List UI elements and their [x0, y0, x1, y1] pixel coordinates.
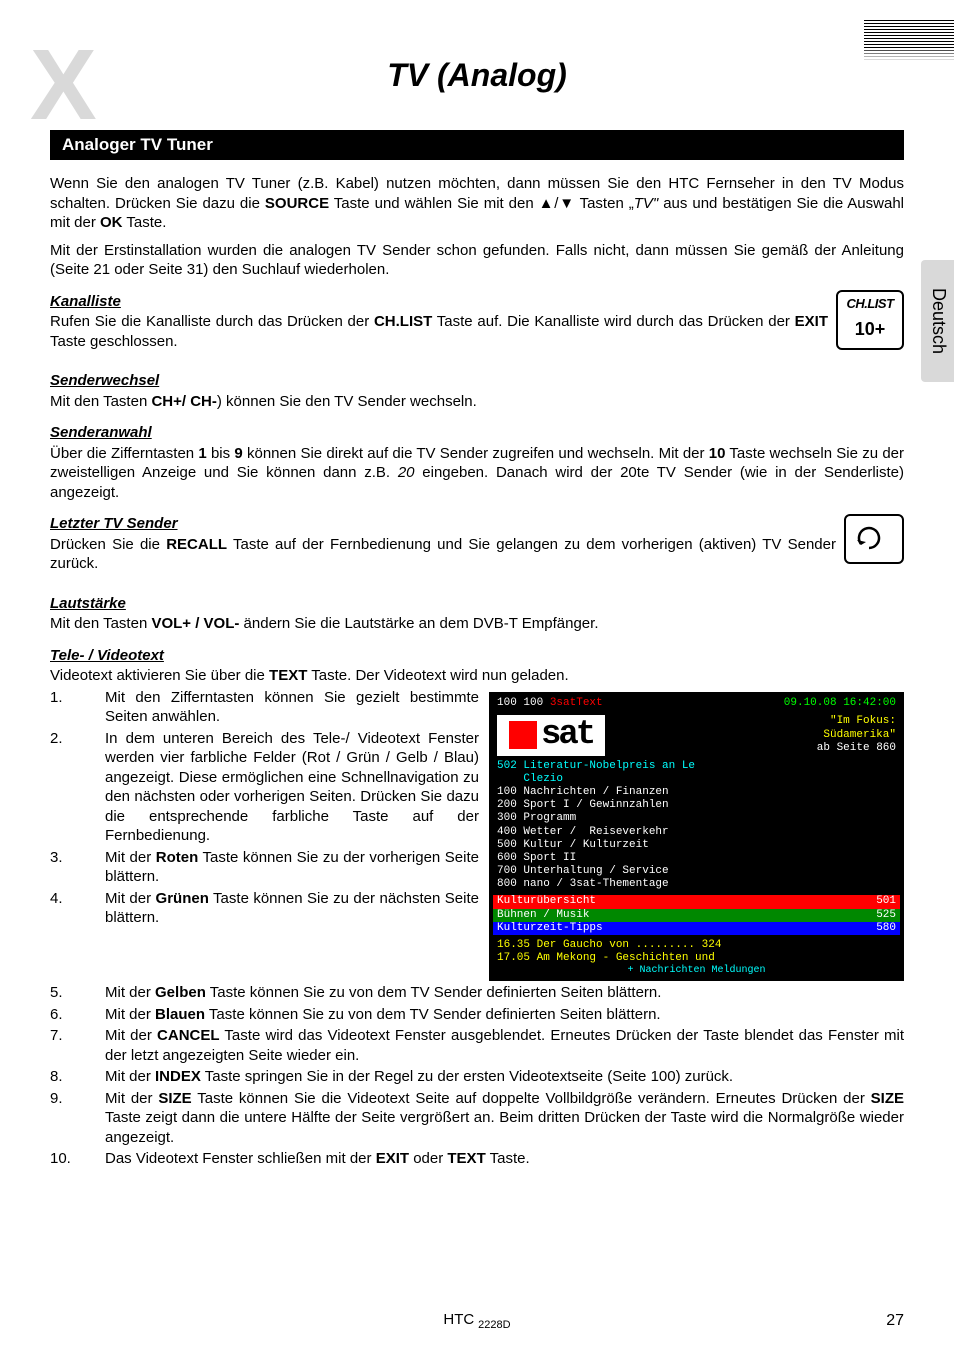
list-item: 6.Mit der Blauen Taste können Sie zu von…	[50, 1005, 904, 1025]
vt-top-right: 09.10.08 16:42:00	[784, 697, 896, 710]
list-item: 10.Das Videotext Fenster schließen mit d…	[50, 1149, 904, 1169]
decor-lines	[864, 20, 954, 140]
chlist-button-box: CH.LIST 10+	[836, 290, 904, 350]
senderwechsel-heading: Senderwechsel	[50, 371, 904, 391]
page-title: TV (Analog)	[50, 40, 904, 97]
list-item: 1.Mit den Zifferntasten können Sie gezie…	[50, 688, 479, 727]
kanalliste-text: Rufen Sie die Kanalliste durch das Drück…	[50, 312, 904, 351]
list-item: 8.Mit der INDEX Taste springen Sie in de…	[50, 1067, 904, 1087]
list-item: 7.Mit der CANCEL Taste wird das Videotex…	[50, 1026, 904, 1065]
senderwechsel-text: Mit den Tasten CH+/ CH-) können Sie den …	[50, 392, 904, 412]
list-item: 5.Mit der Gelben Taste können Sie zu von…	[50, 983, 904, 1003]
videotext-list-lower: 5.Mit der Gelben Taste können Sie zu von…	[50, 983, 904, 1169]
kanalliste-heading: Kanalliste	[50, 292, 904, 312]
letzter-text: Drücken Sie die RECALL Taste auf der Fer…	[50, 535, 904, 574]
language-tab: Deutsch	[921, 260, 954, 382]
page-header: X TV (Analog)	[50, 40, 904, 120]
chlist-label: CH.LIST	[838, 292, 902, 315]
videotext-intro: Videotext aktivieren Sie über die TEXT T…	[50, 666, 904, 686]
letzter-heading: Letzter TV Sender	[50, 514, 904, 534]
videotext-list-upper: 1.Mit den Zifferntasten können Sie gezie…	[50, 688, 479, 930]
lautstaerke-text: Mit den Tasten VOL+ / VOL- ändern Sie di…	[50, 614, 904, 634]
chlist-number: 10+	[842, 314, 898, 345]
list-item: 9.Mit der SIZE Taste können Sie die Vide…	[50, 1089, 904, 1148]
logo-x: X	[30, 20, 89, 150]
intro-paragraph-1: Wenn Sie den analogen TV Tuner (z.B. Kab…	[50, 174, 904, 233]
recall-icon	[855, 526, 893, 552]
senderanwahl-heading: Senderanwahl	[50, 423, 904, 443]
list-item: 3.Mit der Roten Taste können Sie zu der …	[50, 848, 479, 887]
intro-paragraph-2: Mit der Erstinstallation wurden die anal…	[50, 241, 904, 280]
senderanwahl-text: Über die Zifferntasten 1 bis 9 können Si…	[50, 444, 904, 503]
list-item: 2.In dem unteren Bereich des Tele-/ Vide…	[50, 729, 479, 846]
section-heading: Analoger TV Tuner	[50, 130, 904, 160]
list-item: 4.Mit der Grünen Taste können Sie zu der…	[50, 889, 479, 928]
lautstaerke-heading: Lautstärke	[50, 594, 904, 614]
footer-model: HTC 2228D	[0, 1310, 954, 1332]
recall-button-box	[844, 514, 904, 564]
vt-top-left: 100 100 3satText	[497, 697, 603, 710]
videotext-heading: Tele- / Videotext	[50, 646, 904, 666]
page-number: 27	[886, 1311, 904, 1332]
videotext-screenshot: 100 100 3satText 09.10.08 16:42:00 sat "…	[489, 692, 904, 982]
